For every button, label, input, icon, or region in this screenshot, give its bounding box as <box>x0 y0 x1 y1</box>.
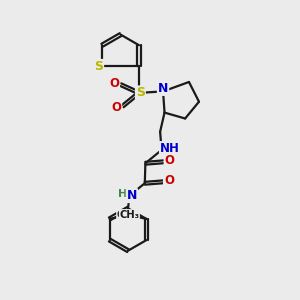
Text: N: N <box>158 82 168 95</box>
Text: O: O <box>164 154 175 167</box>
Text: S: S <box>136 86 145 99</box>
Text: O: O <box>109 77 119 90</box>
Text: NH: NH <box>160 142 180 155</box>
Text: CH₃: CH₃ <box>117 210 137 220</box>
Text: H: H <box>118 189 127 199</box>
Text: CH₃: CH₃ <box>119 210 140 220</box>
Text: O: O <box>164 174 174 187</box>
Text: S: S <box>94 60 103 73</box>
Text: O: O <box>111 101 121 114</box>
Text: N: N <box>127 189 137 202</box>
